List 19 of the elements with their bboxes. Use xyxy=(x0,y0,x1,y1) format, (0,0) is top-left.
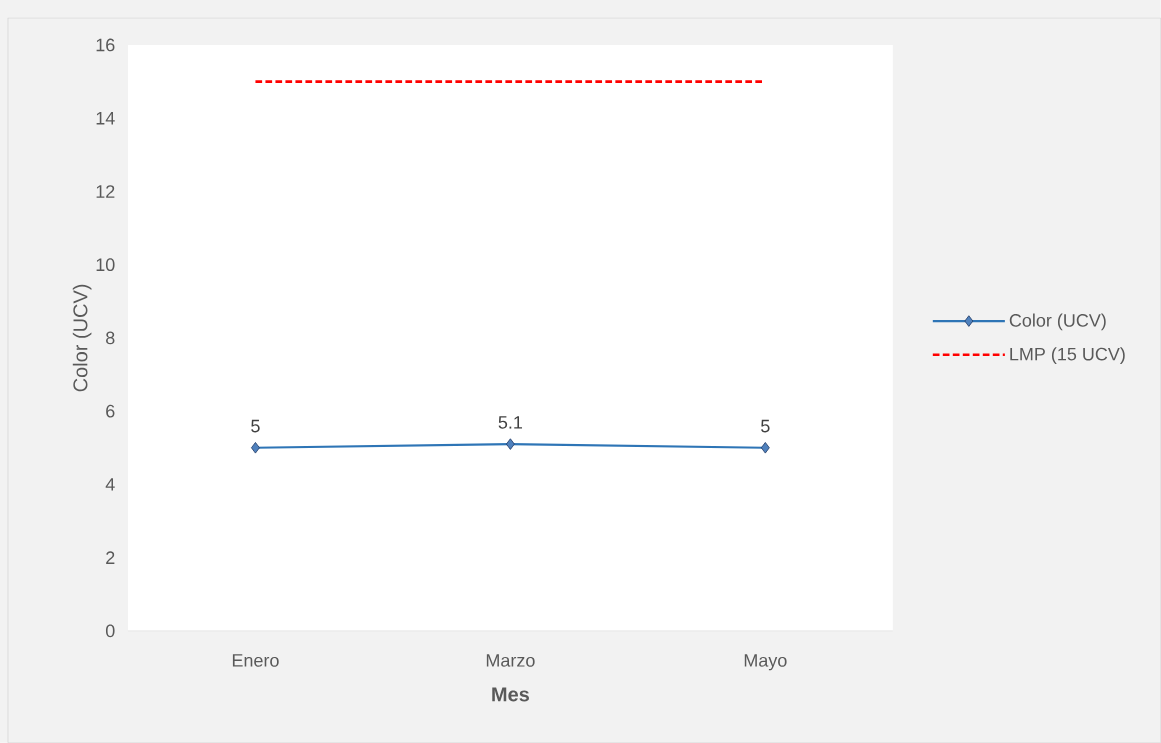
x-axis-title: Mes xyxy=(492,687,529,702)
y-tick-label: 12 xyxy=(96,185,115,198)
y-tick-label: 16 xyxy=(96,38,115,52)
y-tick-label: 0 xyxy=(105,624,115,638)
data-label: 5 xyxy=(761,419,770,433)
y-tick-label: 4 xyxy=(105,478,115,491)
legend-label: Color (UCV) xyxy=(1009,313,1106,331)
y-tick-label: 14 xyxy=(96,111,115,125)
legend-label: LMP (15 UCV) xyxy=(1010,347,1125,364)
x-tick-label: Enero xyxy=(232,654,279,667)
x-tick-label: Marzo xyxy=(486,654,535,667)
y-axis-title: Color (UCV) xyxy=(72,284,92,392)
x-tick-label: Mayo xyxy=(744,654,787,671)
data-label: 5 xyxy=(251,419,260,433)
y-tick-label: 8 xyxy=(106,331,115,345)
y-tick-label: 6 xyxy=(106,404,115,418)
y-tick-label: 10 xyxy=(96,258,115,271)
data-label: 5.1 xyxy=(498,416,523,429)
y-tick-label: 2 xyxy=(106,551,115,564)
